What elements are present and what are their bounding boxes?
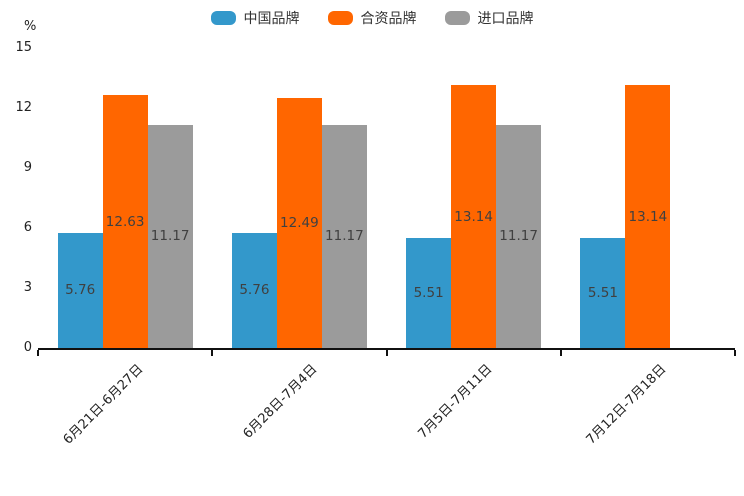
bar [102,95,148,348]
x-axis-label: 7月5日-7月11日 [415,361,496,442]
bar-value-label: 5.51 [413,284,444,301]
bar [625,85,671,348]
legend-item-label: 进口品牌 [477,11,534,27]
x-axis-label: 6月28日-7月4日 [240,361,321,442]
y-axis-tick-label: 0 [23,340,32,355]
y-axis-tick-label: 12 [15,100,32,115]
bar-value-label: 13.14 [454,208,493,225]
bar [147,124,193,348]
x-axis-tick [37,350,39,356]
bar [231,232,277,348]
bar-value-label: 11.17 [325,228,364,245]
bar [580,237,626,348]
y-axis-tick-label: 3 [23,280,32,295]
bar [406,237,452,348]
bar-value-label: 5.76 [239,282,270,299]
bar [57,232,103,348]
x-axis-label: 6月21日-6月27日 [60,361,147,448]
bar [321,124,367,348]
y-axis-tick-label: 9 [23,160,32,175]
bar-value-label: 13.14 [628,208,668,225]
bar-value-label: 11.17 [499,228,538,245]
legend-marker-icon [444,11,470,25]
legend: 中国品牌 合资品牌 进口品牌 [0,8,744,28]
x-axis-tick [734,350,736,356]
bar-value-label: 5.51 [587,284,618,301]
bar-value-label: 12.49 [280,215,319,232]
legend-item-label: 合资品牌 [360,11,417,27]
legend-item-domestic-brand[interactable]: 中国品牌 [210,8,300,28]
x-axis-line [38,348,735,350]
legend-item-label: 中国品牌 [243,11,300,27]
y-axis-unit-label: % [24,19,37,34]
bar [276,98,322,348]
legend-item-joint-venture-brand[interactable]: 合资品牌 [327,8,417,28]
legend-marker-icon [327,11,353,25]
y-axis-tick-label: 6 [23,220,32,235]
legend-item-imported-brand[interactable]: 进口品牌 [444,8,534,28]
x-axis-tick [385,350,388,356]
bar-value-label: 11.17 [150,228,190,245]
bar-value-label: 12.63 [105,213,145,230]
x-axis-tick [559,350,562,356]
x-axis-label: 7月12日-7月18日 [583,361,670,448]
x-axis-tick [211,350,214,356]
legend-marker-icon [210,11,236,25]
y-axis-tick-label: 15 [15,40,32,55]
bar [451,85,497,348]
bar [496,124,542,348]
bar-value-label: 5.76 [65,282,96,299]
